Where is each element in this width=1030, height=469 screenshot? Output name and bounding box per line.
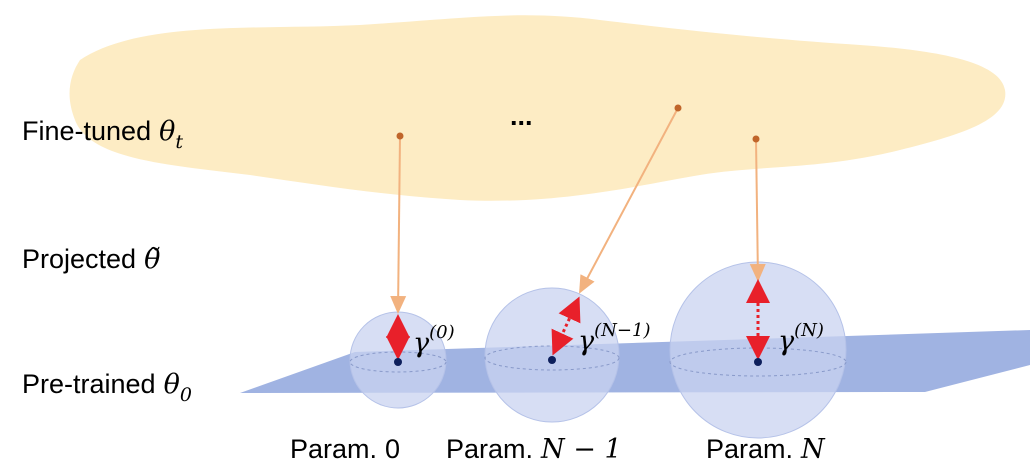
param-point: [548, 356, 556, 364]
symbol: γ: [413, 328, 430, 359]
symbol: γ: [778, 326, 795, 357]
label-text: Param.: [290, 434, 377, 464]
row-label: Pre-trained θ0: [22, 369, 192, 406]
symbol: θ: [159, 116, 175, 147]
param-point: [754, 358, 762, 366]
label-text: Projected: [22, 244, 136, 274]
label-text: Param.: [706, 434, 793, 464]
math: N − 1: [540, 434, 622, 465]
param-point: [394, 358, 402, 366]
sphere: [670, 262, 846, 438]
label-text: Fine-tuned: [22, 116, 151, 146]
superscript: (N): [794, 320, 824, 341]
diagram: Fine-tunedθt Projectedθ̃ Pre-trainedθ0 .…: [0, 0, 1030, 469]
row-label: Projected θ̃: [22, 244, 160, 275]
subscript: 0: [180, 384, 192, 406]
param-label: Param. 0: [290, 434, 400, 464]
subscript: t: [175, 131, 183, 153]
superscript: (N−1): [594, 320, 650, 341]
label-text: Param.: [446, 434, 533, 464]
point: [397, 133, 404, 140]
symbol: γ: [578, 326, 595, 357]
math: 0: [385, 434, 400, 464]
math: N: [800, 434, 826, 465]
symbol: θ: [164, 369, 180, 400]
label-text: Pre-trained: [22, 369, 156, 399]
point: [675, 105, 682, 112]
param-label: Param.N: [706, 434, 826, 465]
fine-tuned-region: [70, 15, 1006, 200]
symbol: θ̃: [144, 244, 160, 275]
superscript: (0): [429, 322, 455, 343]
point: [753, 136, 760, 143]
sphere: [485, 288, 619, 422]
param-label: Param.N − 1: [446, 434, 622, 465]
ellipsis: ...: [510, 101, 533, 131]
